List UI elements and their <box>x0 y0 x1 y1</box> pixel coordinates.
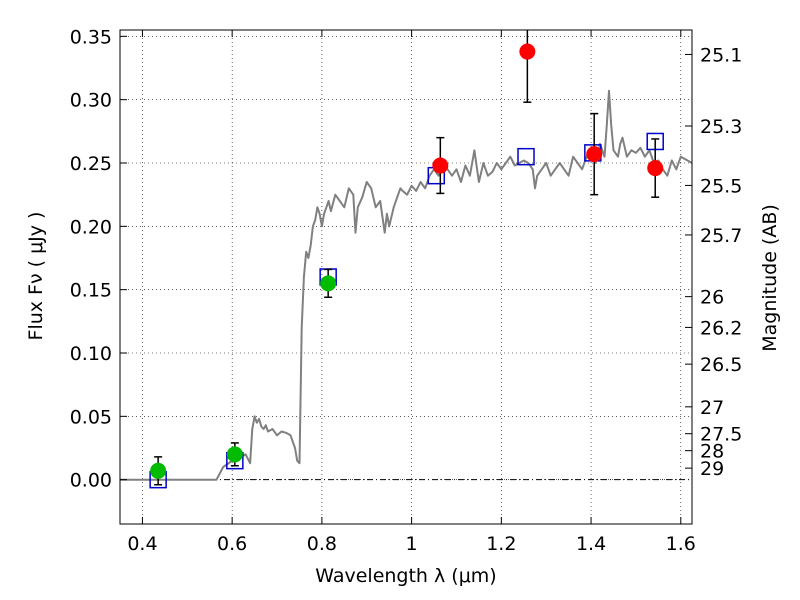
magnitude-tick-label: 25.5 <box>700 175 742 197</box>
model-spectrum-line <box>120 89 692 481</box>
y-tick-label: 0.30 <box>70 90 112 112</box>
magnitude-tick-label: 28 <box>700 441 724 463</box>
magnitude-tick-label: 27 <box>700 397 724 419</box>
y2-axis-label: Magnitude (AB) <box>759 204 781 352</box>
y-tick-label: 0.00 <box>70 470 112 492</box>
observed-point <box>150 462 167 479</box>
observed-point <box>320 275 337 292</box>
y-ticks: 0.00 0.05 0.10 0.15 0.20 0.25 0.30 0.35 <box>70 26 127 492</box>
x-tick-label: 1.6 <box>666 533 696 555</box>
model-band-square <box>517 147 535 166</box>
plot-frame <box>119 29 693 525</box>
x-tick-label: 0.6 <box>217 533 247 555</box>
magnitude-tick-label: 29 <box>700 458 724 480</box>
x-tick-label: 1.4 <box>576 533 606 555</box>
observed-point <box>519 43 536 60</box>
y-tick-label: 0.10 <box>70 343 112 365</box>
y-axis-label: Flux Fν ( μJy ) <box>25 212 47 341</box>
magnitude-tick-label: 26.5 <box>700 354 742 376</box>
x-tick-label: 0.8 <box>307 533 337 555</box>
x-ticks: 0.4 0.6 0.8 1 1.2 1.4 1.6 <box>127 30 696 555</box>
observed-point <box>647 160 664 177</box>
x-tick-label: 1.2 <box>486 533 516 555</box>
observed-point <box>226 446 243 463</box>
y-tick-label: 0.35 <box>70 26 112 48</box>
plot-series <box>120 30 692 489</box>
magnitude-tick-label: 25.3 <box>700 116 742 138</box>
y-tick-label: 0.05 <box>70 406 112 428</box>
magnitude-tick-label: 27.5 <box>700 424 742 446</box>
magnitude-tick-label: 26 <box>700 287 724 309</box>
magnitude-tick-label: 26.2 <box>700 317 742 339</box>
x-tick-label: 0.4 <box>127 533 157 555</box>
magnitude-tick-label: 25.1 <box>700 44 742 66</box>
x-axis-label: Wavelength λ (μm) <box>315 565 496 587</box>
magnitude-tick-label: 25.7 <box>700 225 742 247</box>
observed-point <box>586 146 603 163</box>
observed-point <box>432 157 449 174</box>
grid <box>120 30 692 524</box>
y-tick-label: 0.25 <box>70 153 112 175</box>
y-tick-label: 0.15 <box>70 280 112 302</box>
y-tick-label: 0.20 <box>70 216 112 238</box>
x-tick-label: 1 <box>406 533 418 555</box>
